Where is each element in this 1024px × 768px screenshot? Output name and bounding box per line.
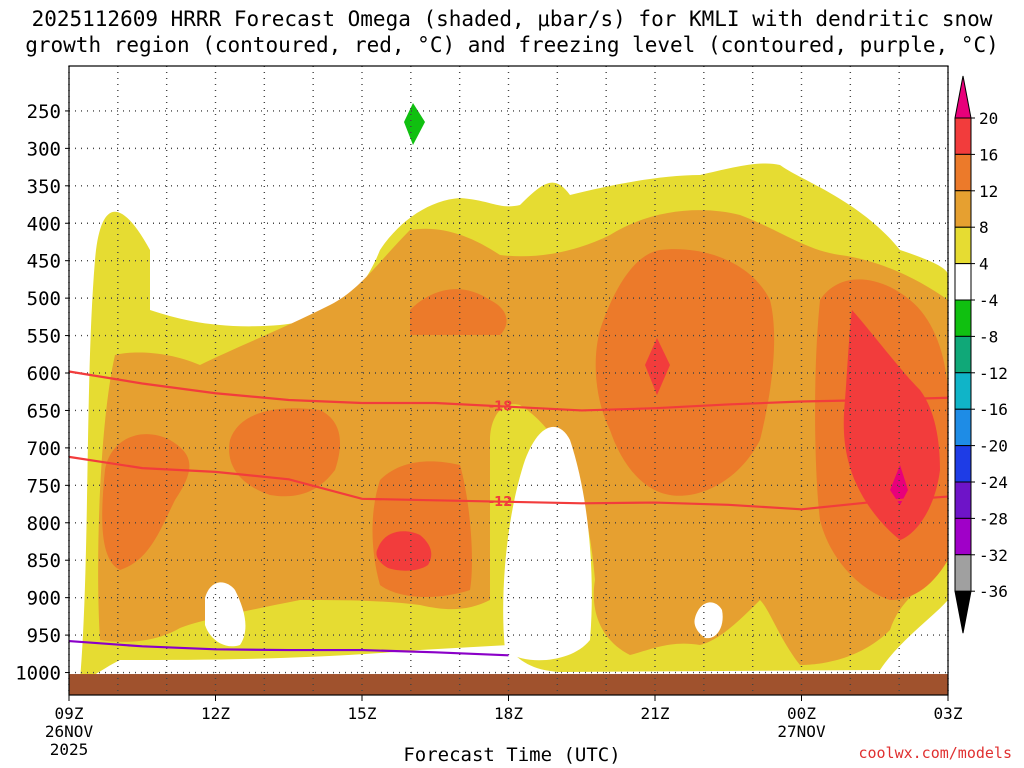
colorbar-label--4: -4 xyxy=(979,291,998,310)
x-tick-label-18Z: 18Z xyxy=(494,704,523,723)
colorbar-swatch-4 xyxy=(954,226,972,265)
y-tick-label-750: 750 xyxy=(27,475,61,497)
colorbar-label--12: -12 xyxy=(979,364,1008,383)
colorbar-swatch-5 xyxy=(954,263,972,301)
colorbar-swatch-11 xyxy=(954,481,972,519)
contour-line--12 xyxy=(68,455,949,511)
colorbar-swatch-9 xyxy=(954,408,972,447)
colorbar-label--16: -16 xyxy=(979,400,1008,419)
shade-red-far xyxy=(843,310,940,540)
shade-green-top xyxy=(404,103,425,145)
shade-darkorange-mid xyxy=(229,408,340,497)
y-tick-label-500: 500 xyxy=(27,288,61,310)
colorbar-swatch-2 xyxy=(954,153,972,192)
y-tick-label-650: 650 xyxy=(27,400,61,422)
x-tick-sublabel-26NOV: 26NOV xyxy=(45,722,94,741)
colorbar-swatch-14 xyxy=(954,590,972,634)
colorbar-swatch-12 xyxy=(954,517,972,556)
y-tick-label-250: 250 xyxy=(27,101,61,123)
x-tick-label-09Z: 09Z xyxy=(55,704,84,723)
y-tick-label-600: 600 xyxy=(27,363,61,385)
colorbar-swatch-0 xyxy=(954,75,972,119)
colorbar-label--20: -20 xyxy=(979,437,1008,456)
y-tick-label-400: 400 xyxy=(27,213,61,235)
y-tick-label-350: 350 xyxy=(27,176,61,198)
colorbar-swatch-7 xyxy=(954,335,972,374)
contour-label--18: -18 xyxy=(489,400,513,415)
shade-red-right xyxy=(645,338,670,395)
x-tick-sublabel-27NOV: 27NOV xyxy=(777,722,826,741)
colorbar-swatch-6 xyxy=(954,299,972,337)
y-tick-label-550: 550 xyxy=(27,326,61,348)
contour-line-freezing xyxy=(68,639,509,657)
shade-magenta-far xyxy=(890,465,908,505)
colorbar-label-4: 4 xyxy=(979,255,989,274)
shade-darkorange-top xyxy=(410,289,507,335)
shade-darkorange-right xyxy=(595,249,775,496)
colorbar-swatch-1 xyxy=(954,117,972,155)
y-tick-label-900: 900 xyxy=(27,588,61,610)
shade-darkorange-center xyxy=(372,461,472,597)
chart-title-line2: growth region (contoured, red, °C) and f… xyxy=(25,33,999,57)
contour-line--18 xyxy=(68,370,949,412)
x-tick-label-21Z: 21Z xyxy=(641,704,670,723)
chart-title: 2025112609 HRRR Forecast Omega (shaded, … xyxy=(0,6,1024,58)
x-tick-label-12Z: 12Z xyxy=(201,704,230,723)
y-tick-label-950: 950 xyxy=(27,625,61,647)
colorbar-swatch-10 xyxy=(954,445,972,483)
colorbar-label--28: -28 xyxy=(979,509,1008,528)
x-tick-label-00Z: 00Z xyxy=(787,704,816,723)
colorbar-label--24: -24 xyxy=(979,473,1008,492)
credit-link[interactable]: coolwx.com/models xyxy=(858,744,1012,762)
y-tick-label-1000: 1000 xyxy=(15,663,61,685)
y-tick-label-450: 450 xyxy=(27,251,61,273)
y-tick-label-700: 700 xyxy=(27,438,61,460)
y-tick-label-800: 800 xyxy=(27,513,61,535)
y-tick-label-300: 300 xyxy=(27,138,61,160)
y-tick-label-850: 850 xyxy=(27,550,61,572)
colorbar-label-20: 20 xyxy=(979,109,998,128)
chart-title-line1: 2025112609 HRRR Forecast Omega (shaded, … xyxy=(31,7,993,31)
colorbar-label-16: 16 xyxy=(979,145,998,164)
colorbar-swatch-3 xyxy=(954,190,972,228)
shade-darkorange-left xyxy=(102,434,190,570)
colorbar-label--32: -32 xyxy=(979,546,1008,565)
x-tick-sublabel-2025: 2025 xyxy=(50,740,89,759)
colorbar-label-8: 8 xyxy=(979,218,989,237)
colorbar-label-12: 12 xyxy=(979,182,998,201)
x-tick-label-03Z: 03Z xyxy=(934,704,963,723)
colorbar-swatch-8 xyxy=(954,372,972,410)
x-axis-label: Forecast Time (UTC) xyxy=(403,744,621,766)
contour-label--12: -12 xyxy=(489,495,513,510)
shade-white-gap-2 xyxy=(694,602,723,639)
colorbar-label--8: -8 xyxy=(979,327,998,346)
colorbar-swatch-13 xyxy=(954,554,972,592)
x-tick-label-15Z: 15Z xyxy=(348,704,377,723)
colorbar-label--36: -36 xyxy=(979,582,1008,601)
